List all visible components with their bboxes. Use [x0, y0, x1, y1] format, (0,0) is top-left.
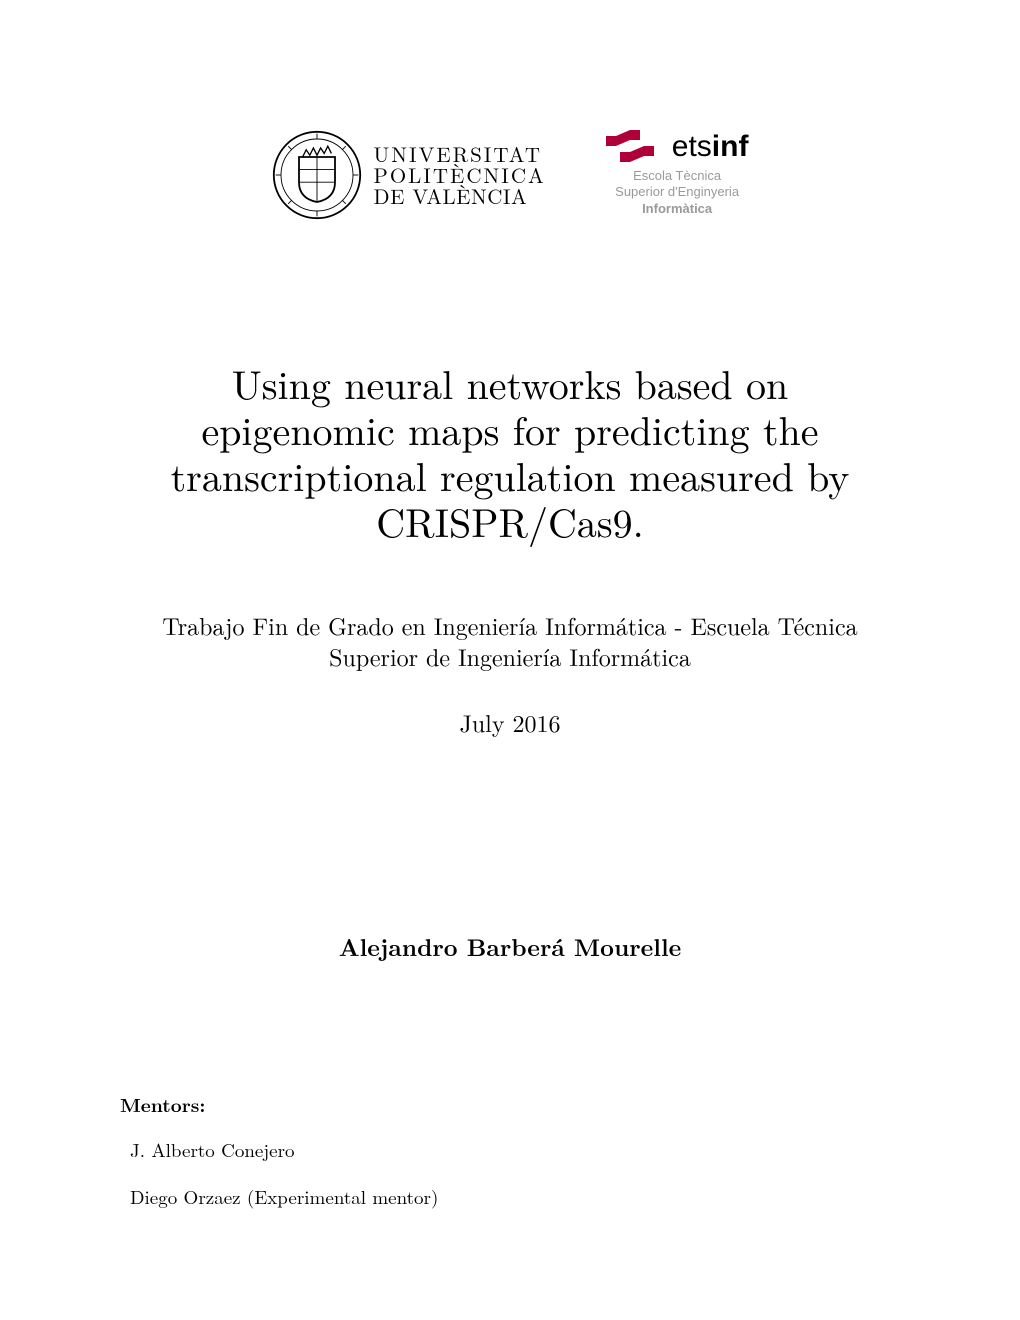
upv-seal-icon	[272, 130, 362, 220]
document-subtitle: Trabajo Fin de Grado en Ingeniería Infor…	[0, 610, 1020, 672]
upv-text-line3: DE VALÈNCIA	[374, 186, 546, 207]
mentor-line-2: Diego Orzaez (Experimental mentor)	[130, 1183, 438, 1210]
etsinf-top-row: etsinf	[606, 130, 749, 164]
etsinf-logo: etsinf Escola Tècnica Superior d'Enginye…	[606, 130, 749, 217]
etsinf-sub-line3: Informàtica	[615, 201, 739, 217]
etsinf-word-light: ets	[672, 130, 712, 163]
document-author: Alejandro Barberá Mourelle	[0, 930, 1020, 964]
upv-logo: UNIVERSITAT POLITÈCNICA DE VALÈNCIA	[272, 130, 546, 220]
etsinf-wordmark: etsinf	[672, 130, 749, 164]
mentors-section: Mentors: J. Alberto Conejero Diego Orzae…	[120, 1090, 438, 1230]
thesis-title-page: UNIVERSITAT POLITÈCNICA DE VALÈNCIA	[0, 0, 1020, 1320]
subtitle-line1: Trabajo Fin de Grado en Ingeniería Infor…	[0, 610, 1020, 641]
etsinf-sub-line2: Superior d'Enginyeria	[615, 184, 739, 200]
mentor-line-1: J. Alberto Conejero	[130, 1136, 438, 1163]
mentors-heading: Mentors:	[120, 1090, 438, 1118]
etsinf-subtitle: Escola Tècnica Superior d'Enginyeria Inf…	[615, 168, 739, 217]
etsinf-mark-icon	[606, 130, 664, 164]
subtitle-line2: Superior de Ingeniería Informática	[0, 641, 1020, 672]
document-date: July 2016	[0, 705, 1020, 739]
title-line4: CRISPR/Cas9.	[0, 498, 1020, 544]
header-logos: UNIVERSITAT POLITÈCNICA DE VALÈNCIA	[0, 130, 1020, 220]
etsinf-sub-line1: Escola Tècnica	[615, 168, 739, 184]
etsinf-word-bold: inf	[712, 130, 749, 163]
document-title: Using neural networks based on epigenomi…	[0, 360, 1020, 544]
upv-wordmark: UNIVERSITAT POLITÈCNICA DE VALÈNCIA	[374, 144, 546, 207]
